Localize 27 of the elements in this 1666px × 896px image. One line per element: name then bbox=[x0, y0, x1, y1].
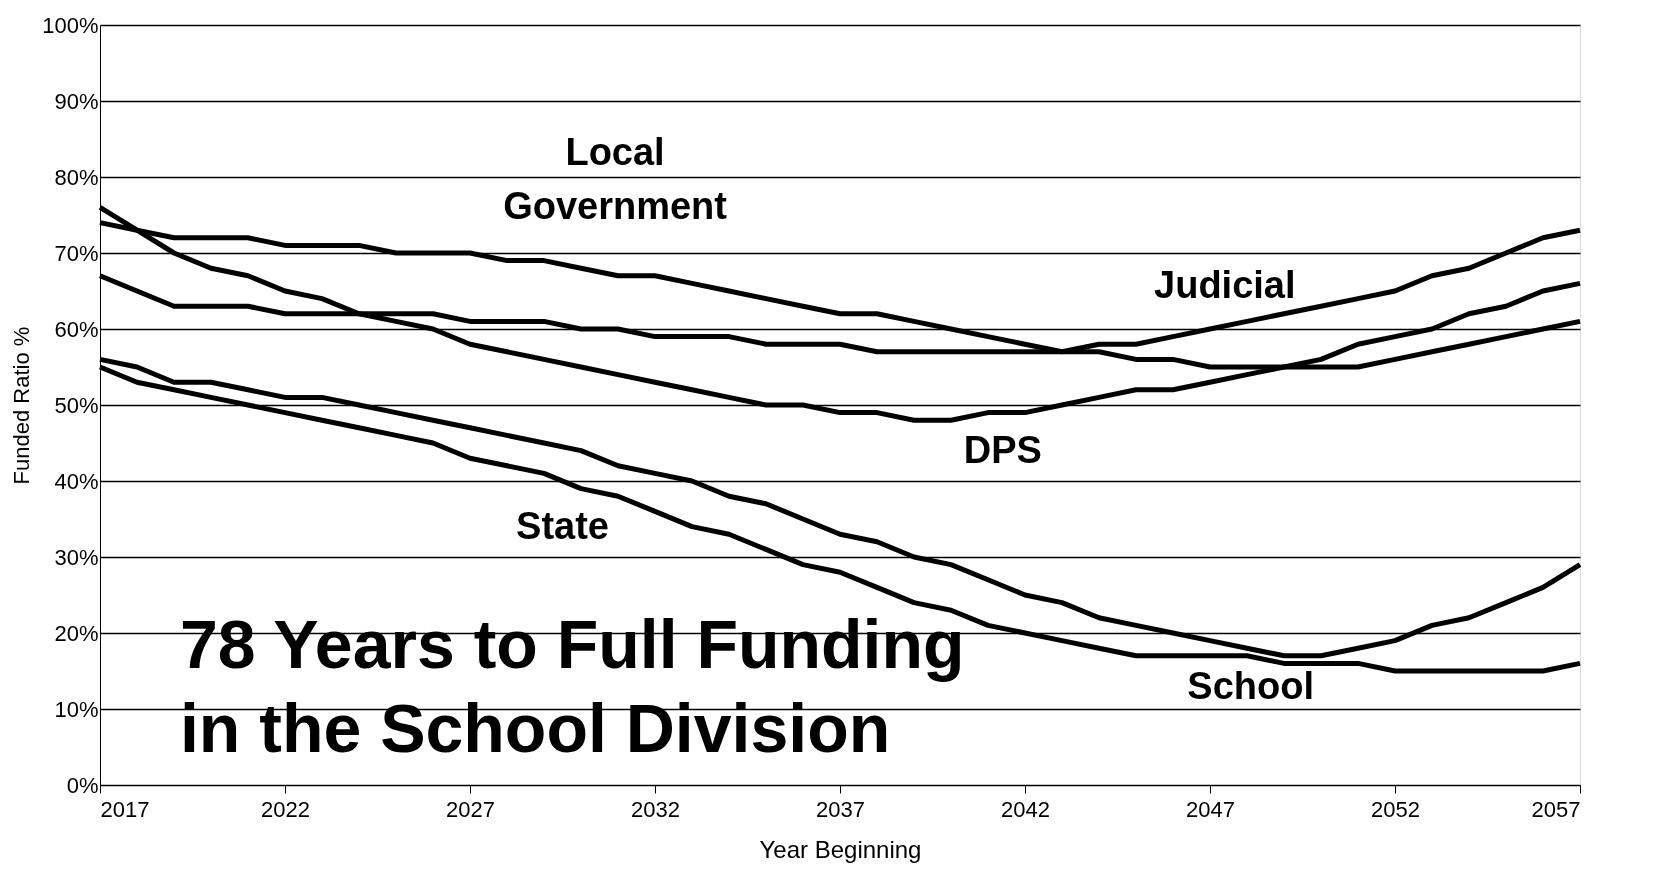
x-tick-label: 2047 bbox=[1186, 796, 1235, 822]
y-tick-label: 100% bbox=[42, 12, 99, 38]
annotation: Local Government bbox=[503, 131, 728, 228]
y-tick-label: 40% bbox=[54, 468, 99, 494]
annotation: School bbox=[1187, 664, 1315, 707]
y-tick-label: 20% bbox=[54, 620, 99, 646]
x-tick-label: 2027 bbox=[446, 796, 495, 822]
y-axis-title: Funded Ratio % bbox=[9, 326, 35, 485]
annotation: Judicial bbox=[1154, 264, 1296, 307]
y-tick-label: 70% bbox=[54, 240, 99, 266]
x-tick-label: 2032 bbox=[631, 796, 680, 822]
x-axis-title: Year Beginning bbox=[759, 835, 922, 863]
y-tick-label: 10% bbox=[54, 696, 99, 722]
x-tick-label: 2017 bbox=[100, 796, 150, 822]
x-tick-label: 2022 bbox=[261, 796, 310, 822]
annotation: State bbox=[516, 505, 609, 548]
x-tick-label: 2057 bbox=[1531, 796, 1581, 822]
y-tick-label: 60% bbox=[54, 316, 99, 342]
y-tick-label: 0% bbox=[66, 772, 99, 798]
y-tick-label: 50% bbox=[54, 392, 99, 418]
y-tick-label: 30% bbox=[54, 544, 99, 570]
y-tick-label: 90% bbox=[54, 88, 99, 114]
x-tick-label: 2037 bbox=[816, 796, 865, 822]
x-tick-label: 2052 bbox=[1371, 796, 1420, 822]
annotation: DPS bbox=[963, 429, 1042, 472]
y-tick-label: 80% bbox=[54, 164, 99, 190]
x-tick-label: 2042 bbox=[1001, 796, 1050, 822]
